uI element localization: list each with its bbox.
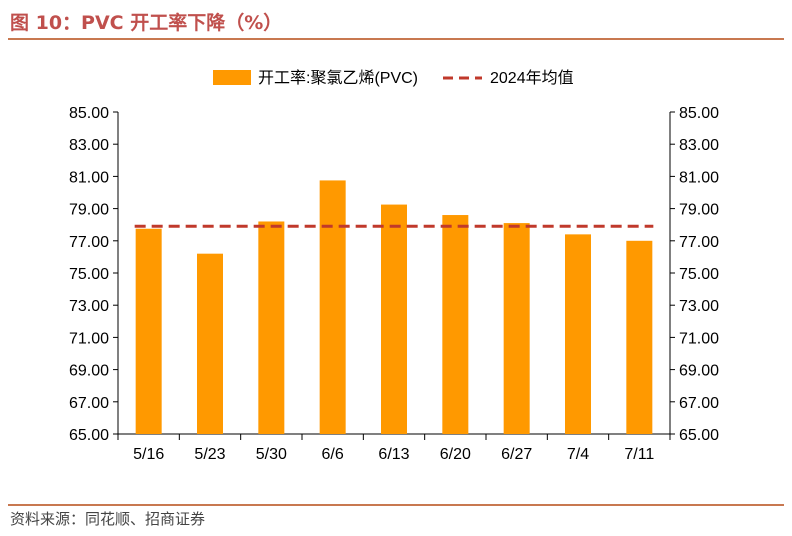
- x-tick-label: 6/20: [440, 446, 471, 463]
- source-note: 资料来源：同花顺、招商证券: [10, 510, 206, 528]
- title-divider: [8, 38, 784, 40]
- x-tick-label: 5/30: [256, 446, 287, 463]
- bar: [381, 204, 407, 434]
- bar: [442, 215, 469, 434]
- figure-title: 图 10：PVC 开工率下降（%）: [10, 12, 283, 34]
- y-tick-label: 75.00: [69, 266, 109, 283]
- chart-legend: 开工率:聚氯乙烯(PVC) 2024年均值: [213, 69, 574, 87]
- y2-tick-label: 75.00: [679, 266, 719, 283]
- y2-tick-label: 69.00: [679, 363, 719, 380]
- bar-chart: 开工率:聚氯乙烯(PVC) 2024年均值 65.00 67.00 69.00 71.…: [69, 69, 719, 463]
- y2-tick-label: 77.00: [679, 234, 719, 251]
- bar: [503, 223, 530, 434]
- y-tick-label: 71.00: [69, 330, 109, 347]
- y2-tick-label: 83.00: [679, 137, 719, 154]
- y-tick-label: 79.00: [69, 202, 109, 219]
- y2-tick-label: 79.00: [679, 202, 719, 219]
- y-tick-label: 77.00: [69, 234, 109, 251]
- bar: [197, 253, 223, 434]
- bar: [626, 240, 653, 434]
- bar: [135, 228, 162, 434]
- y-tick-label: 85.00: [69, 105, 109, 122]
- bar: [565, 234, 591, 434]
- y2-tick-label: 67.00: [679, 395, 719, 412]
- source-divider: [8, 504, 784, 506]
- legend-label-average: 2024年均值: [490, 69, 574, 87]
- x-tick-label: 6/6: [322, 446, 344, 463]
- x-tick-label: 7/11: [624, 446, 654, 463]
- x-tick-label: 5/23: [194, 446, 225, 463]
- bar: [319, 180, 346, 434]
- y-tick-label: 67.00: [69, 395, 109, 412]
- x-tick-label: 6/27: [501, 446, 532, 463]
- y2-tick-label: 65.00: [679, 427, 719, 444]
- y2-tick-label: 73.00: [679, 298, 719, 315]
- bar: [258, 221, 285, 434]
- y2-tick-label: 81.00: [679, 169, 719, 186]
- y2-tick-label: 71.00: [679, 330, 719, 347]
- y-tick-label: 81.00: [69, 169, 109, 186]
- y-tick-label: 83.00: [69, 137, 109, 154]
- y-tick-label: 73.00: [69, 298, 109, 315]
- x-tick-label: 5/16: [133, 446, 164, 463]
- x-tick-label: 6/13: [378, 446, 409, 463]
- x-tick-label: 7/4: [567, 446, 589, 463]
- legend-label-bars: 开工率:聚氯乙烯(PVC): [258, 69, 418, 87]
- y2-tick-label: 85.00: [679, 105, 719, 122]
- y-tick-label: 69.00: [69, 363, 109, 380]
- y-tick-label: 65.00: [69, 427, 109, 444]
- legend-swatch-bars: [213, 70, 251, 85]
- plot-area: 65.00 67.00 69.00 71.00 73.00 75.00 77.00 79.00…: [69, 105, 719, 463]
